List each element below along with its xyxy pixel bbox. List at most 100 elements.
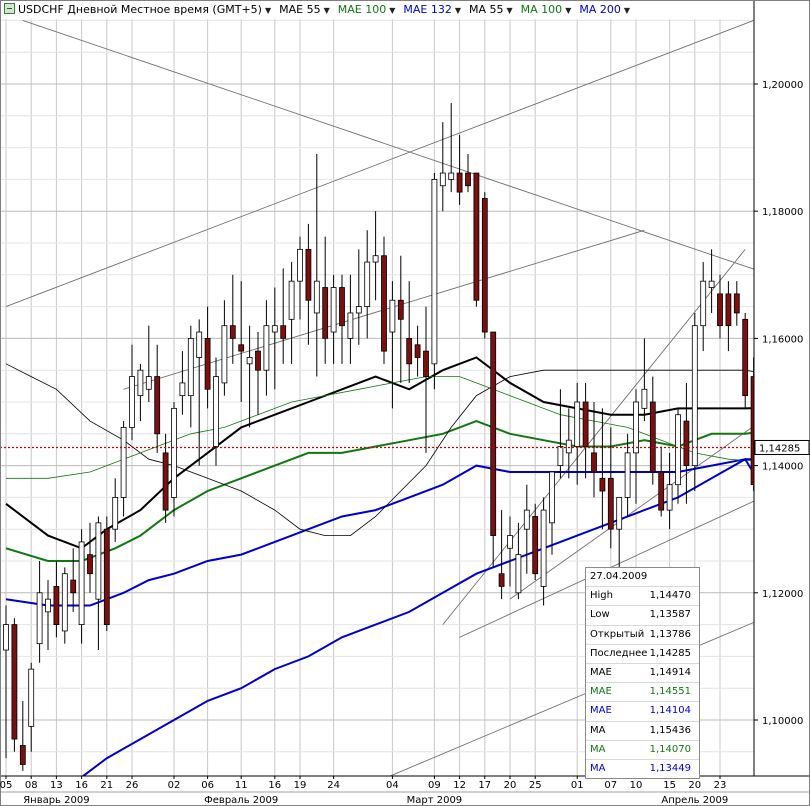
info-label: MA [590,743,606,755]
candle-body [456,172,463,193]
chevron-down-icon[interactable]: ▼ [389,6,396,15]
x-tick-label: 21 [100,780,113,791]
info-date: 27.04.2009 [586,568,699,588]
info-row-ma-1: MA 1,15436 [586,722,699,741]
info-value: 1,14551 [649,686,691,698]
info-value: 1,14470 [649,590,691,602]
chevron-down-icon[interactable]: ▼ [454,6,461,15]
candle-body [213,376,219,447]
info-row-mae-2: MAE 1,14551 [586,683,699,703]
candle-body [406,337,413,365]
candle-body [297,248,303,282]
candle-body [431,178,438,365]
symbol-label[interactable]: USDCHF Дневной Местное время (GMT+5) [18,3,262,16]
candle-body [280,325,287,339]
indicator-ma-100[interactable]: MA 100 [520,3,563,16]
candle-body [381,255,387,352]
candle-body [633,401,639,454]
candle-body [339,287,345,327]
candle-body [683,420,690,466]
info-row-last: Последнее 1,14285 [586,645,699,664]
candle-body [238,344,245,352]
info-row-open: Открытый 1,13786 [586,626,699,645]
candle-body [675,414,681,486]
info-label: MAE [590,705,612,717]
candle-body [423,350,429,377]
indicator-mae-100[interactable]: MAE 100 [337,3,387,16]
info-value: 1,14070 [649,743,691,755]
x-month-label: Апрель 2009 [661,795,728,806]
candle-body [95,522,102,600]
candles [3,103,765,771]
candle-body [666,484,673,511]
price-badge-box [754,439,810,455]
candle-body [725,293,732,327]
chevron-down-icon[interactable]: ▼ [565,6,572,15]
candle-body [574,401,581,447]
info-value: 1,14285 [649,647,691,659]
candle-body [691,325,698,466]
indicator-mae-132[interactable]: MAE 132 [403,3,452,16]
candle-body [78,541,85,625]
info-label: MA [590,762,606,774]
candle-body [45,598,51,613]
candle-body [179,382,186,397]
candle-body [204,337,211,390]
info-row-low: Low 1,13587 [586,606,699,626]
chart-header: USDCHF Дневной Местное время (GMT+5) ▼ MAE… [0,0,760,19]
candle-body [473,172,480,301]
y-axis-background [754,0,810,776]
candle-body [439,172,446,187]
y-tick-labels: 1,10000 1,12000 1,14000 1,16000 1,18000 1,200… [754,80,803,727]
candle-body [557,446,564,466]
candle-body [616,496,623,530]
candle-body [498,573,505,587]
candle-body [137,369,144,397]
info-row-mae-1: MAE 1,14914 [586,664,699,684]
symbol-icon [4,3,15,14]
x-tick-label: 15 [663,780,676,791]
indicator-mae-55[interactable]: MAE 55 [279,3,321,16]
candle-body [700,280,707,327]
chevron-down-icon[interactable]: ▼ [264,6,272,15]
indicator-ma-200[interactable]: MA 200 [579,3,621,16]
candle-body [145,376,152,390]
y-tick-label: 1,18000 [762,207,803,218]
info-label: MAE [590,666,612,678]
candle-body [742,318,749,397]
x-tick-label: 26 [126,780,139,791]
candle-body [19,745,26,765]
candle-body [465,172,471,187]
candle-body [112,496,119,530]
candle-body [733,293,740,314]
info-label: Открытый [590,628,645,640]
candle-body [507,535,513,549]
candle-body [599,477,606,492]
indicator-ma-55[interactable]: MA 55 [469,3,504,16]
candle-body [641,388,648,409]
candle-body [540,509,547,587]
candle-body [717,293,723,327]
candle-body [389,299,396,333]
chevron-down-icon[interactable]: ▼ [323,6,330,15]
y-tick-label: 1,16000 [762,334,803,345]
x-tick-label: 01 [571,780,584,791]
info-label: High [590,590,613,602]
candle-body [591,452,597,473]
candle-body [607,477,614,530]
candle-body [70,579,77,594]
chevron-down-icon[interactable]: ▼ [506,6,513,15]
candle-body [288,280,295,320]
info-label: Low [590,609,610,621]
x-month-label: Февраль 2009 [204,795,278,806]
candle-body [347,312,354,339]
y-tick-label: 1,20000 [762,80,803,91]
candle-body [624,452,631,498]
y-tick-label: 1,12000 [762,589,803,600]
candle-body [154,376,161,435]
chevron-down-icon[interactable]: ▼ [623,6,631,15]
candle-body [708,280,715,288]
candle-body [162,452,169,511]
candle-body [87,554,93,575]
candle-body [171,407,177,498]
